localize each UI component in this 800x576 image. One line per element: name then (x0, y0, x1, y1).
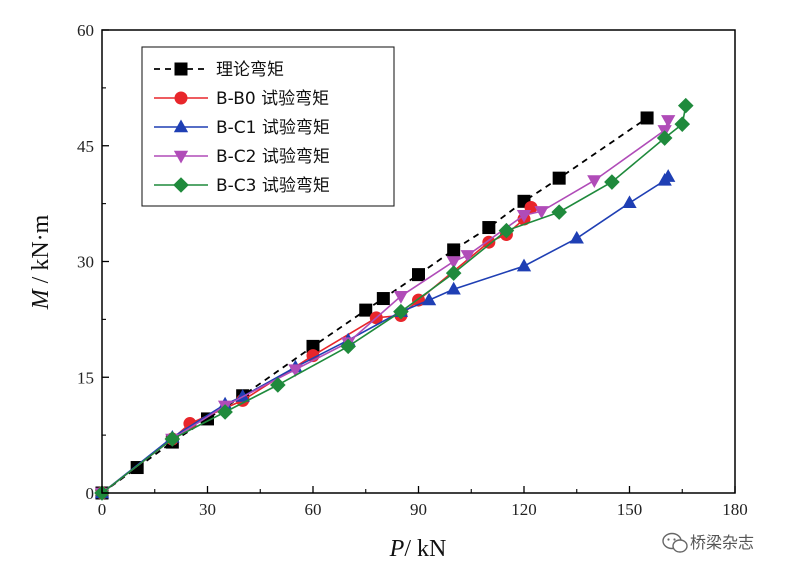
y-tick-label: 30 (77, 253, 94, 272)
data-point (421, 292, 437, 306)
x-axis-title: P/ kN (389, 536, 447, 562)
data-point (446, 256, 461, 269)
data-point (661, 169, 676, 182)
legend-entry: 理论弯矩 (154, 60, 284, 80)
data-point (569, 230, 584, 244)
legend-entry: B-C2 试验弯矩 (154, 147, 330, 167)
watermark-text: 桥梁杂志 (690, 533, 754, 552)
data-point (340, 338, 356, 355)
legend-label: B-C2 试验弯矩 (216, 147, 330, 167)
data-point (587, 175, 602, 188)
wechat-icon (662, 532, 688, 553)
legend-label: B-C3 试验弯矩 (216, 176, 330, 196)
x-axis-variable: P (389, 536, 405, 562)
data-point (393, 303, 409, 320)
y-tick-label: 0 (86, 484, 95, 503)
legend-entry: B-C3 试验弯矩 (154, 176, 330, 196)
data-point (640, 111, 654, 125)
data-point (482, 221, 496, 235)
x-tick-label: 150 (617, 500, 643, 519)
legend-marker (173, 177, 189, 193)
y-tick-label: 60 (77, 21, 94, 40)
y-axis-unit: / kN·m (28, 214, 54, 289)
data-point (604, 174, 620, 190)
y-tick-label: 45 (77, 137, 94, 156)
data-point (447, 243, 461, 257)
y-tick-label: 15 (77, 368, 94, 387)
y-axis-title: M / kN·m (28, 214, 54, 310)
x-tick-label: 60 (305, 500, 322, 519)
data-point (516, 258, 532, 272)
data-point (552, 171, 566, 185)
legend-entry: B-C1 试验弯矩 (154, 118, 330, 138)
y-axis-variable: M (28, 287, 54, 310)
legend-label: B-C1 试验弯矩 (216, 118, 330, 138)
data-point (270, 377, 286, 393)
x-tick-label: 180 (722, 500, 748, 519)
series-line (101, 176, 669, 494)
data-point (217, 404, 233, 420)
legend-entry: B-B0 试验弯矩 (154, 89, 329, 109)
x-tick-label: 120 (511, 500, 537, 519)
data-point (306, 339, 320, 353)
data-point (534, 206, 549, 219)
data-point (460, 250, 475, 263)
legend-marker (174, 91, 188, 105)
watermark: 桥梁杂志 (662, 532, 754, 553)
x-tick-label: 30 (199, 500, 216, 519)
x-axis-unit: / kN (404, 536, 446, 562)
x-tick-label: 90 (410, 500, 427, 519)
data-point (482, 235, 496, 249)
legend-label: B-B0 试验弯矩 (216, 89, 329, 109)
data-point (164, 431, 181, 447)
data-point (551, 204, 567, 220)
data-point (412, 268, 425, 282)
series-2 (95, 200, 538, 500)
data-point (288, 364, 303, 378)
data-point (674, 116, 691, 132)
data-point (359, 303, 373, 317)
legend: 理论弯矩 B-B0 试验弯矩 B-C1 试验弯矩 B-C2 试验弯矩 B-C3 试验弯矩 (141, 46, 395, 207)
data-point (446, 281, 461, 295)
data-point (376, 292, 390, 306)
data-point (656, 130, 673, 146)
data-point (661, 115, 676, 128)
legend-marker (174, 62, 188, 76)
data-point (516, 210, 532, 223)
data-point (393, 291, 409, 304)
legend-marker (173, 119, 189, 133)
x-tick-label: 0 (98, 500, 107, 519)
legend-marker (173, 150, 189, 164)
data-point (677, 97, 694, 114)
series-3 (94, 169, 676, 499)
legend-label: 理论弯矩 (216, 60, 284, 80)
data-point (622, 195, 637, 209)
data-point (498, 222, 515, 239)
data-point (445, 265, 462, 281)
